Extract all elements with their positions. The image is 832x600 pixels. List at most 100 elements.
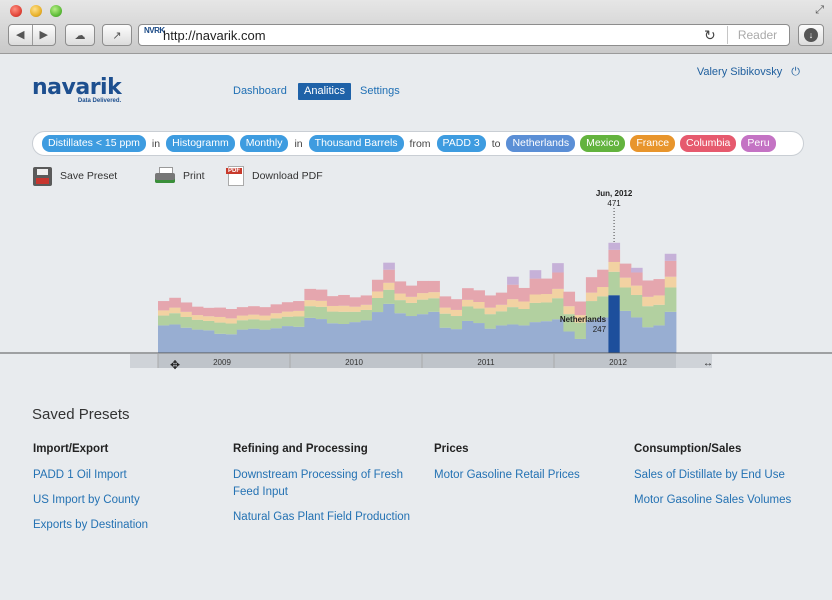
logout-icon[interactable]: ⏻ [791, 66, 800, 78]
bar-segment-mexico[interactable] [630, 294, 643, 318]
bar-segment-france[interactable] [540, 294, 553, 303]
fullscreen-icon[interactable]: ⤢ [815, 4, 824, 16]
print-button[interactable]: Print [155, 164, 205, 188]
bar-segment-netherlands[interactable] [563, 331, 576, 353]
bar-segment-peru[interactable] [630, 267, 643, 273]
bar-segment-columbia[interactable] [664, 260, 677, 277]
bar-segment-netherlands[interactable] [484, 328, 497, 353]
bar-segment-mexico[interactable] [495, 311, 508, 326]
bar-segment-france[interactable] [225, 318, 238, 324]
bar-segment-mexico[interactable] [428, 298, 440, 312]
bar-segment-netherlands[interactable] [428, 311, 440, 353]
bar-segment-columbia[interactable] [281, 302, 294, 312]
bar-segment-netherlands[interactable] [236, 329, 249, 353]
bar-segment-france[interactable] [259, 315, 272, 321]
bar-segment-peru[interactable] [608, 242, 621, 250]
preset-link[interactable]: Exports by Destination [33, 519, 149, 531]
bar-segment-france[interactable] [608, 261, 621, 272]
bar-segment-peru[interactable] [383, 262, 395, 270]
bar-segment-mexico[interactable] [270, 318, 283, 329]
bar-segment-netherlands[interactable] [574, 338, 587, 353]
destination-mexico[interactable]: Mexico [580, 135, 626, 152]
bar-segment-columbia[interactable] [563, 291, 576, 307]
bar-segment-columbia[interactable] [338, 294, 350, 306]
bar-segment-france[interactable] [653, 295, 666, 305]
bar-segment-columbia[interactable] [315, 289, 328, 301]
bar-segment-columbia[interactable] [518, 287, 531, 302]
bar-segment-mexico[interactable] [394, 300, 407, 314]
bar-segment-mexico[interactable] [642, 306, 654, 328]
bar-segment-netherlands[interactable] [653, 325, 666, 353]
bar-segment-columbia[interactable] [248, 306, 260, 315]
bar-segment-france[interactable] [270, 313, 283, 319]
bar-segment-netherlands[interactable] [664, 311, 677, 353]
bar-segment-netherlands[interactable] [518, 325, 531, 353]
destination-columbia[interactable]: Columbia [680, 135, 737, 152]
bar-segment-france[interactable] [473, 301, 485, 309]
bar-segment-france[interactable] [236, 315, 249, 321]
bar-segment-peru[interactable] [664, 253, 677, 261]
bar-segment-netherlands[interactable] [270, 328, 283, 353]
bar-segment-netherlands[interactable] [371, 312, 384, 353]
bar-segment-columbia[interactable] [484, 295, 497, 308]
bar-segment-mexico[interactable] [349, 311, 362, 323]
bar-segment-netherlands[interactable] [203, 330, 215, 353]
bar-segment-france[interactable] [484, 307, 497, 315]
bar-segment-netherlands[interactable] [462, 320, 474, 353]
nav-analytics[interactable]: Analitics [298, 83, 351, 100]
bar-segment-france[interactable] [338, 305, 350, 312]
bar-segment-mexico[interactable] [338, 311, 350, 324]
bar-segment-columbia[interactable] [473, 290, 485, 302]
bar-segment-mexico[interactable] [191, 319, 204, 330]
back-button[interactable]: ◀ [16, 29, 25, 41]
resize-handle-icon[interactable]: ↔ [703, 358, 713, 369]
bar-segment-columbia[interactable] [495, 292, 508, 305]
bar-segment-france[interactable] [439, 307, 452, 314]
bar-segment-mexico[interactable] [304, 306, 317, 318]
bar-segment-france[interactable] [293, 310, 305, 317]
navarik-logo[interactable]: navarik Data Delivered. [32, 77, 122, 105]
bar-segment-netherlands[interactable] [529, 322, 542, 353]
bar-segment-mexico[interactable] [664, 287, 677, 312]
download-pdf-button[interactable]: PDF Download PDF [226, 164, 323, 188]
bar-segment-mexico[interactable] [180, 316, 193, 328]
bar-segment-mexico[interactable] [540, 302, 553, 322]
bar-segment-netherlands[interactable] [214, 333, 226, 353]
bar-segment-france[interactable] [180, 311, 193, 317]
bar-segment-netherlands[interactable] [259, 329, 272, 353]
bar-segment-france[interactable] [507, 299, 519, 308]
unit-filter[interactable]: Thousand Barrels [308, 135, 404, 152]
bar-segment-columbia[interactable] [203, 307, 215, 317]
bar-segment-netherlands[interactable] [394, 313, 407, 353]
bar-segment-mexico[interactable] [473, 308, 485, 324]
preset-link[interactable]: Downstream Processing of Fresh Feed Inpu… [233, 469, 404, 498]
preset-link[interactable]: Natural Gas Plant Field Production [233, 511, 411, 523]
bar-segment-columbia[interactable] [360, 295, 373, 305]
bar-segment-netherlands[interactable] [552, 319, 564, 353]
bar-segment-columbia[interactable] [169, 297, 181, 308]
bar-segment-mexico[interactable] [608, 271, 621, 296]
time-range-selection[interactable] [158, 354, 676, 368]
bar-segment-columbia[interactable] [293, 301, 305, 311]
bar-segment-france[interactable] [619, 277, 632, 288]
zoom-window-button[interactable] [50, 5, 62, 17]
downloads-button[interactable]: ↓ [798, 24, 824, 46]
bar-segment-france[interactable] [214, 316, 226, 323]
bar-segment-columbia[interactable] [597, 269, 609, 288]
save-preset-button[interactable]: Save Preset [33, 164, 117, 188]
bar-segment-netherlands[interactable] [597, 317, 609, 353]
bar-segment-netherlands[interactable] [180, 327, 193, 353]
bar-segment-france[interactable] [529, 294, 542, 303]
bar-segment-columbia[interactable] [349, 297, 362, 307]
origin-filter[interactable]: PADD 3 [436, 135, 486, 152]
bar-segment-mexico[interactable] [574, 322, 587, 339]
bar-segment-mexico[interactable] [225, 323, 238, 335]
bar-segment-netherlands[interactable] [507, 324, 519, 353]
bar-segment-france[interactable] [585, 292, 598, 302]
bar-segment-france[interactable] [315, 300, 328, 307]
chart-type-filter[interactable]: Histogramm [166, 135, 235, 152]
stacked-histogram-chart[interactable]: 2009 2010 2011 2012 ✥ ↔ Jun, 2012 471 Nethe… [0, 186, 832, 376]
bar-segment-france[interactable] [552, 288, 564, 299]
bar-segment-columbia[interactable] [540, 278, 553, 295]
bar-segment-netherlands[interactable] [608, 295, 621, 353]
